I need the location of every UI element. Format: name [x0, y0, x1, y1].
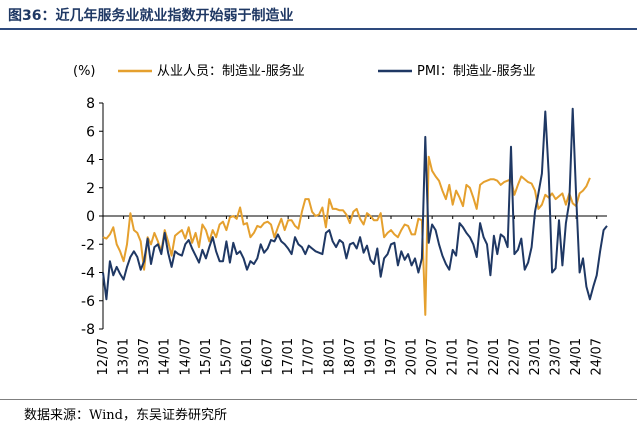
x-tick-label: 12/07 [96, 338, 111, 375]
x-tick-label: 21/01 [446, 338, 461, 375]
legend-label-pmi: PMI：制造业-服务业 [417, 63, 536, 79]
x-tick-label: 17/01 [281, 338, 296, 375]
series-lines [102, 107, 608, 316]
source-note: 数据来源：Wind，东吴证券研究所 [24, 408, 227, 423]
x-tick-label: 14/01 [158, 338, 173, 375]
x-tick-label: 24/07 [590, 338, 605, 375]
y-axis-unit: (%) [73, 64, 96, 79]
y-tick-label: 0 [86, 209, 95, 225]
y-tick-label: 4 [86, 153, 95, 169]
pmi-line [102, 107, 608, 301]
axes: -8 -6 -4 -2 0 2 4 6 8 12/07 13/01 13/07 14/01 14/07 15… [81, 96, 607, 375]
title-rule [0, 28, 637, 30]
y-tick-label: 8 [86, 96, 95, 112]
x-tick-label: 19/07 [384, 338, 399, 375]
x-tick-label: 17/07 [302, 338, 317, 375]
legend-label-employment: 从业人员：制造业-服务业 [157, 63, 305, 79]
x-tick-label: 23/01 [528, 338, 543, 375]
x-tick-label: 23/07 [549, 338, 564, 375]
y-tick-label: 2 [86, 181, 95, 197]
x-tick-label: 18/07 [343, 338, 358, 375]
chart-title: 图36：近几年服务业就业指数开始弱于制造业 [8, 8, 294, 24]
x-tick-label: 20/07 [425, 338, 440, 375]
x-tick-label: 24/01 [569, 338, 584, 375]
x-tick-label: 19/01 [363, 338, 378, 375]
source-rule [0, 399, 637, 400]
x-tick-label: 16/01 [240, 338, 255, 375]
x-tick-label: 20/01 [405, 338, 420, 375]
x-tick-label: 15/01 [199, 338, 214, 375]
y-tick-label: 6 [86, 124, 95, 140]
y-tick-label: -6 [81, 294, 95, 310]
x-tick-label: 22/01 [487, 338, 502, 375]
employment-line [102, 155, 591, 316]
x-tick-label: 18/01 [322, 338, 337, 375]
x-tick-label: 14/07 [178, 338, 193, 375]
x-tick-label: 13/01 [117, 338, 132, 375]
y-tick-label: -2 [81, 237, 95, 253]
x-tick-label: 16/07 [261, 338, 276, 375]
x-tick-label: 22/07 [507, 338, 522, 375]
x-tick-label: 21/07 [466, 338, 481, 375]
y-tick-label: -4 [81, 266, 95, 282]
x-tick-label: 15/07 [219, 338, 234, 375]
y-tick-label: -8 [81, 322, 95, 338]
x-tick-label: 13/07 [137, 338, 152, 375]
